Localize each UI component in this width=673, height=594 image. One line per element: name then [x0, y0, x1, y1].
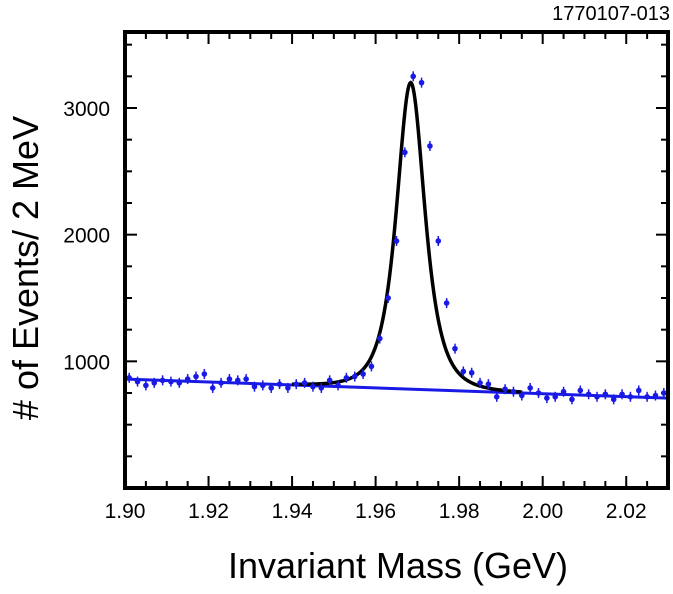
data-point	[635, 387, 642, 394]
data-point	[234, 377, 241, 384]
data-point	[301, 380, 308, 386]
data-point	[560, 388, 567, 395]
x-tick-label: 2.00	[522, 500, 563, 523]
data-point	[402, 149, 408, 156]
data-point	[243, 376, 249, 382]
data-point	[585, 391, 592, 398]
data-point	[435, 238, 442, 244]
data-point	[510, 388, 517, 395]
data-point	[552, 394, 559, 400]
x-tick-labels: 1.90 1.92 1.94 1.96 1.98 2.00 2.02	[105, 500, 647, 523]
data-point	[594, 394, 600, 400]
data-point	[661, 390, 667, 396]
data-point	[385, 295, 391, 301]
data-point	[569, 396, 575, 403]
data-point	[226, 376, 233, 382]
y-axis-title: # of Events/ 2 MeV	[5, 116, 46, 420]
plot-frame	[123, 30, 670, 490]
data-point	[627, 394, 634, 400]
data-point	[468, 369, 475, 376]
data-point	[134, 378, 141, 385]
data-point	[335, 382, 341, 389]
data-point	[644, 394, 650, 400]
data-point	[477, 380, 483, 386]
data-point	[577, 387, 584, 394]
data-point	[619, 391, 625, 398]
data-point	[260, 382, 266, 389]
data-point	[126, 375, 132, 381]
data-point	[519, 392, 525, 399]
data-point	[268, 385, 274, 391]
x-tick-label: 1.94	[272, 500, 313, 523]
data-points	[126, 71, 667, 405]
data-point	[159, 377, 166, 384]
data-point	[326, 377, 333, 384]
data-point	[360, 371, 366, 377]
data-point	[610, 396, 617, 403]
data-point	[276, 381, 283, 387]
signal-fit-curve	[292, 80, 522, 394]
data-point	[502, 386, 508, 393]
data-point	[602, 391, 609, 398]
data-point	[443, 300, 450, 306]
data-point	[293, 381, 300, 387]
x-tick-label: 1.92	[188, 500, 229, 523]
data-point	[151, 380, 158, 386]
data-point	[251, 383, 258, 390]
data-point	[376, 335, 383, 342]
data-point	[209, 385, 216, 391]
data-point	[427, 143, 433, 149]
x-tick-label: 2.02	[606, 500, 647, 523]
data-point	[485, 381, 492, 387]
data-point	[535, 390, 542, 396]
x-tick-label: 1.98	[439, 500, 480, 523]
data-point	[318, 385, 325, 391]
data-point	[368, 363, 375, 370]
y-tick-label: 1000	[63, 351, 110, 374]
data-point	[460, 368, 467, 375]
data-point	[493, 394, 500, 400]
data-point	[184, 376, 191, 382]
axis-ticks	[124, 32, 669, 488]
data-point	[452, 345, 458, 352]
background-fit-line	[124, 377, 669, 400]
data-point	[652, 392, 659, 399]
data-point	[310, 383, 316, 390]
data-point	[351, 373, 358, 380]
data-point	[410, 73, 417, 80]
x-axis-title: Invariant Mass (GeV)	[228, 545, 568, 586]
y-tick-label: 3000	[63, 98, 110, 121]
x-tick-label: 1.96	[355, 500, 396, 523]
data-point	[218, 380, 224, 386]
data-point	[285, 385, 291, 391]
y-tick-labels: 1000 2000 3000	[63, 98, 110, 374]
y-tick-label: 2000	[63, 225, 110, 248]
figure-id-label: 1770107-013	[552, 3, 670, 25]
data-point	[343, 375, 350, 381]
data-point	[527, 385, 533, 391]
data-point	[168, 378, 174, 385]
data-point	[201, 371, 208, 377]
data-point	[143, 382, 149, 389]
data-point	[418, 79, 425, 86]
data-point	[393, 238, 400, 244]
data-point	[176, 380, 183, 386]
data-point	[544, 395, 550, 401]
x-tick-label: 1.90	[105, 500, 146, 523]
data-point	[193, 373, 199, 380]
